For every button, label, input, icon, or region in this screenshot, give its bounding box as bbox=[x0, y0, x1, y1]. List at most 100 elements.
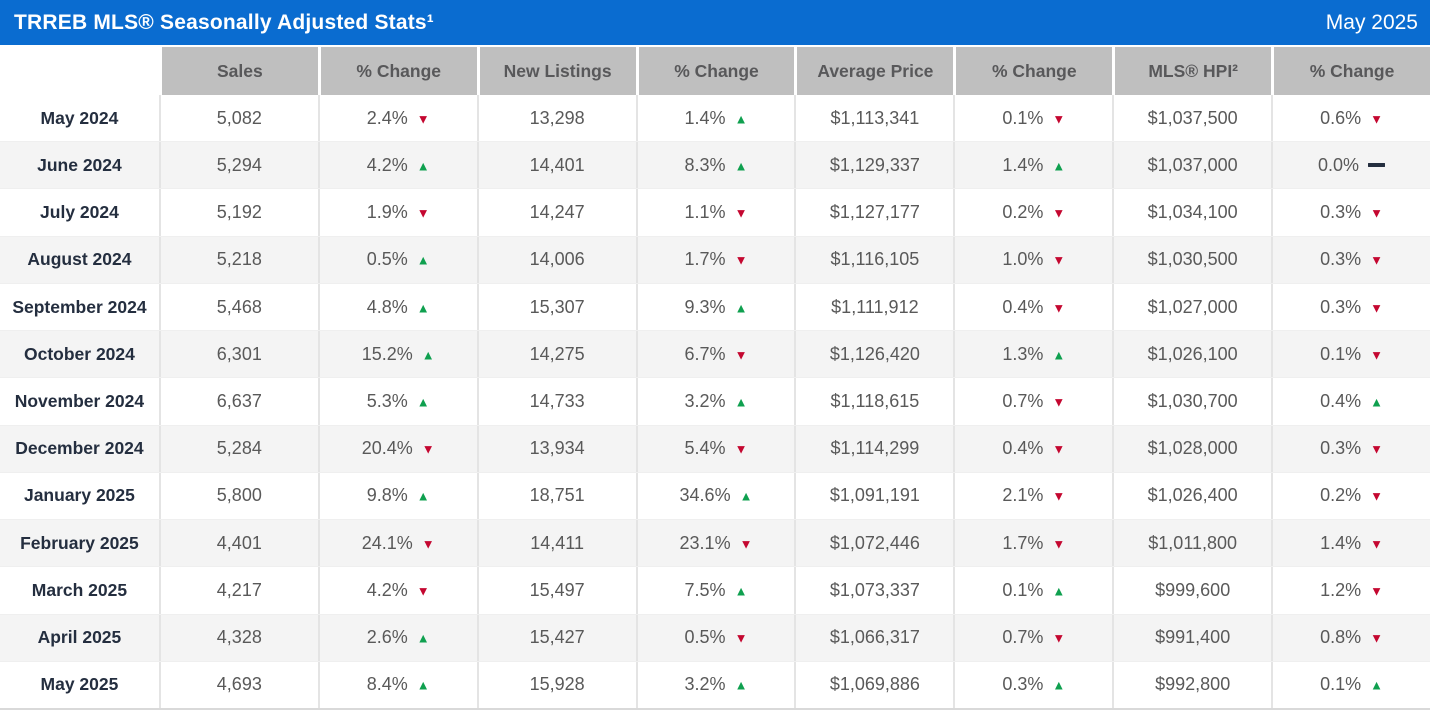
percent-change-cell: 0.4% ▼ bbox=[953, 425, 1112, 472]
value-cell: $1,037,000 bbox=[1112, 142, 1271, 189]
cell-value: $1,030,700 bbox=[1147, 391, 1238, 412]
value-cell: 5,218 bbox=[158, 236, 318, 283]
cell-value: 6,637 bbox=[216, 391, 262, 412]
cell-value: $1,073,337 bbox=[829, 579, 920, 600]
column-header: % Change bbox=[317, 47, 477, 95]
value-cell: 4,693 bbox=[158, 661, 318, 709]
column-header: % Change bbox=[1271, 47, 1430, 95]
report-period: May 2025 bbox=[1325, 10, 1418, 34]
cell-value: 14,401 bbox=[529, 154, 585, 175]
cell-value: 5,284 bbox=[216, 438, 262, 459]
month-cell: May 2024 bbox=[40, 107, 119, 128]
cell-value: 5.3% bbox=[366, 391, 408, 412]
no-change-dash-icon bbox=[1368, 163, 1386, 168]
cell-value: $1,026,400 bbox=[1147, 485, 1238, 506]
up-arrow-icon: ▲ bbox=[416, 394, 430, 410]
table-header-row: Sales% Change New Listings% Change Average… bbox=[0, 45, 1430, 95]
cell-value: 0.5% bbox=[366, 249, 408, 270]
percent-change-cell: 0.3% ▼ bbox=[1271, 425, 1430, 472]
cell-value: $999,600 bbox=[1155, 579, 1231, 600]
up-arrow-icon: ▲ bbox=[416, 630, 430, 646]
cell-value: 0.4% bbox=[1320, 391, 1362, 412]
down-arrow-icon: ▼ bbox=[416, 583, 430, 599]
percent-change-cell: 0.8% ▼ bbox=[1271, 614, 1430, 661]
cell-value: 15,427 bbox=[529, 627, 585, 648]
value-cell: $1,113,341 bbox=[794, 95, 953, 142]
cell-value: 23.1% bbox=[679, 532, 731, 553]
cell-value: 13,934 bbox=[529, 438, 585, 459]
down-arrow-icon: ▼ bbox=[421, 441, 435, 457]
percent-change-cell: 8.4% ▲ bbox=[317, 661, 477, 709]
percent-change-cell: 9.8% ▲ bbox=[317, 472, 477, 520]
cell-value: 1.7% bbox=[1002, 532, 1044, 553]
percent-change-cell: 0.1% ▲ bbox=[953, 567, 1112, 614]
down-arrow-icon: ▼ bbox=[421, 536, 435, 552]
cell-value: 3.2% bbox=[684, 391, 726, 412]
value-cell: 4,217 bbox=[158, 567, 318, 614]
percent-change-cell: 0.5% ▼ bbox=[635, 614, 795, 661]
column-header: New Listings bbox=[476, 47, 636, 95]
percent-change-cell: 1.4% ▼ bbox=[1271, 520, 1430, 567]
percent-change-cell: 2.6% ▲ bbox=[317, 614, 477, 661]
cell-value: 5,082 bbox=[216, 107, 262, 128]
cell-value: 14,411 bbox=[530, 532, 584, 553]
down-arrow-icon: ▼ bbox=[1370, 630, 1383, 646]
cell-value: $1,011,800 bbox=[1148, 532, 1238, 553]
percent-change-cell: 9.3% ▲ bbox=[635, 283, 795, 331]
down-arrow-icon: ▼ bbox=[1370, 536, 1383, 552]
value-cell: $1,011,800 bbox=[1112, 520, 1271, 567]
up-arrow-icon: ▲ bbox=[416, 488, 430, 504]
down-arrow-icon: ▼ bbox=[734, 252, 748, 268]
percent-change-cell: 0.2% ▼ bbox=[953, 189, 1112, 236]
percent-change-cell: 24.1% ▼ bbox=[317, 520, 477, 567]
value-cell: 15,307 bbox=[476, 283, 636, 331]
up-arrow-icon: ▲ bbox=[739, 488, 753, 504]
down-arrow-icon: ▼ bbox=[1052, 300, 1066, 316]
cell-value: 13,298 bbox=[529, 107, 585, 128]
percent-change-cell: 0.4% ▼ bbox=[953, 283, 1112, 331]
cell-value: 5.4% bbox=[684, 438, 726, 459]
cell-value: 3.2% bbox=[684, 674, 726, 695]
percent-change-cell: 3.2% ▲ bbox=[635, 661, 795, 709]
cell-value: 0.4% bbox=[1002, 296, 1044, 317]
table-row: July 2024 5,192 1.9% ▼ 14,247 1.1% ▼ $1,127,177… bbox=[0, 188, 1430, 236]
table-row: November 2024 6,637 5.3% ▲ 14,733 3.2% ▲ $1,118… bbox=[0, 377, 1430, 425]
percent-change-cell: 0.3% ▼ bbox=[1271, 236, 1430, 283]
month-cell: March 2025 bbox=[31, 579, 128, 600]
cell-value: $1,118,615 bbox=[830, 391, 920, 412]
up-arrow-icon: ▲ bbox=[734, 677, 748, 693]
value-cell: $991,400 bbox=[1112, 614, 1271, 661]
cell-value: 2.6% bbox=[366, 627, 408, 648]
value-cell: 5,800 bbox=[158, 472, 318, 520]
cell-value: 1.4% bbox=[684, 107, 726, 128]
month-cell: April 2025 bbox=[37, 627, 122, 648]
value-cell: $1,129,337 bbox=[794, 142, 953, 189]
down-arrow-icon: ▼ bbox=[1370, 252, 1383, 268]
cell-value: 1.2% bbox=[1320, 579, 1362, 600]
month-cell: July 2024 bbox=[40, 202, 119, 223]
cell-value: 0.5% bbox=[684, 627, 726, 648]
up-arrow-icon: ▲ bbox=[734, 583, 748, 599]
cell-value: 0.2% bbox=[1002, 202, 1044, 223]
cell-value: 24.1% bbox=[361, 532, 413, 553]
cell-value: $1,114,299 bbox=[830, 438, 920, 459]
value-cell: $1,127,177 bbox=[794, 189, 953, 236]
percent-change-cell: 0.0% bbox=[1271, 142, 1430, 189]
cell-value: 1.1% bbox=[684, 202, 726, 223]
value-cell: 6,301 bbox=[158, 331, 318, 378]
value-cell: $1,026,400 bbox=[1112, 472, 1271, 520]
value-cell: 18,751 bbox=[476, 472, 636, 520]
value-cell: 13,934 bbox=[476, 425, 636, 472]
value-cell: 4,328 bbox=[158, 614, 318, 661]
cell-value: $1,037,000 bbox=[1147, 154, 1238, 175]
cell-value: $1,129,337 bbox=[829, 154, 920, 175]
month-cell: February 2025 bbox=[20, 532, 139, 553]
cell-value: $1,069,886 bbox=[829, 674, 920, 695]
value-cell: 5,284 bbox=[158, 425, 318, 472]
cell-value: 0.1% bbox=[1002, 107, 1044, 128]
value-cell: $1,066,317 bbox=[794, 614, 953, 661]
cell-value: $1,091,191 bbox=[829, 485, 920, 506]
cell-value: $1,113,341 bbox=[830, 107, 920, 128]
month-cell: December 2024 bbox=[15, 438, 144, 459]
down-arrow-icon: ▼ bbox=[1370, 347, 1383, 363]
